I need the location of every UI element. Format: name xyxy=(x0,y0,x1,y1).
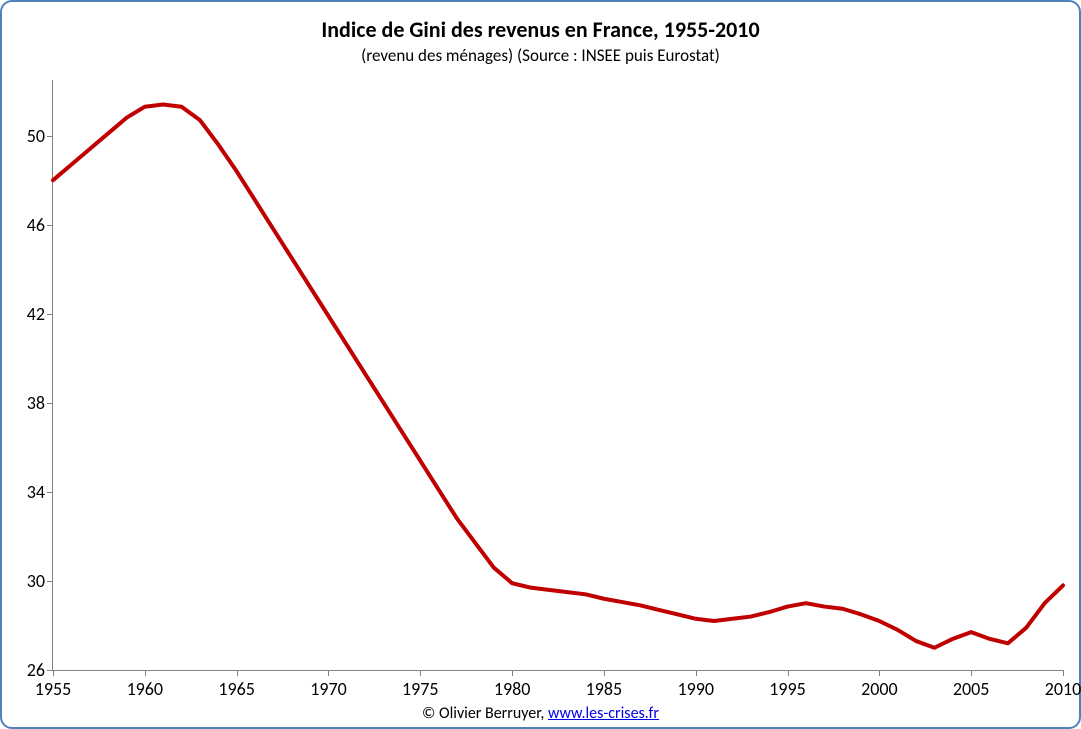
credit-link[interactable]: www.les-crises.fr xyxy=(548,704,659,723)
chart-subtitle: (revenu des ménages) (Source : INSEE pui… xyxy=(2,45,1079,66)
y-tick-label: 42 xyxy=(27,303,53,325)
x-tick-label: 2000 xyxy=(861,670,898,700)
x-tick-label: 1960 xyxy=(127,670,164,700)
line-chart-svg xyxy=(53,80,1063,670)
x-tick-label: 1965 xyxy=(218,670,255,700)
x-tick-label: 1955 xyxy=(35,670,72,700)
x-tick-label: 1975 xyxy=(402,670,439,700)
chart-title: Indice de Gini des revenus en France, 19… xyxy=(2,16,1079,43)
chart-frame: Indice de Gini des revenus en France, 19… xyxy=(0,0,1081,729)
gini-series-line xyxy=(53,104,1063,647)
y-tick-label: 46 xyxy=(27,214,53,236)
x-tick-label: 1990 xyxy=(677,670,714,700)
x-tick-label: 1970 xyxy=(310,670,347,700)
x-tick-label: 1980 xyxy=(494,670,531,700)
x-tick-label: 2010 xyxy=(1045,670,1081,700)
credit-prefix: © Olivier Berruyer, xyxy=(422,704,548,723)
x-tick-label: 1995 xyxy=(769,670,806,700)
credit-line: © Olivier Berruyer, www.les-crises.fr xyxy=(2,704,1079,723)
y-tick-label: 38 xyxy=(27,392,53,414)
y-tick-label: 30 xyxy=(27,570,53,592)
title-block: Indice de Gini des revenus en France, 19… xyxy=(2,16,1079,66)
y-tick-label: 34 xyxy=(27,481,53,503)
y-tick-label: 50 xyxy=(27,125,53,147)
x-tick-label: 1985 xyxy=(586,670,623,700)
plot-area: 2630343842465019551960196519701975198019… xyxy=(52,80,1063,671)
x-tick-label: 2005 xyxy=(953,670,990,700)
